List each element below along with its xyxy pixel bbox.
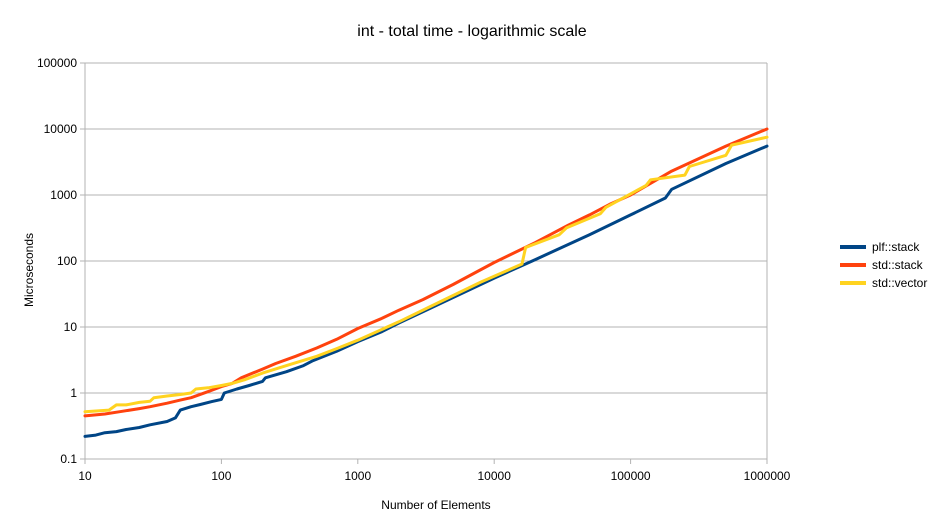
- legend-label: plf::stack: [872, 240, 920, 254]
- series-lines: [83, 127, 769, 438]
- y-tick-label: 1000: [50, 188, 77, 202]
- x-tick-label: 10: [78, 469, 92, 483]
- legend-label: std::vector: [872, 276, 927, 290]
- y-tick-label: 100000: [37, 56, 77, 70]
- y-axis-ticks: 0.1 1 10 100 1000 10000 100000: [37, 56, 85, 466]
- gridlines: [85, 62, 767, 460]
- series-line-std-stack: [83, 127, 769, 418]
- x-tick-label: 1000: [344, 469, 371, 483]
- x-axis-label: Number of Elements: [381, 498, 490, 512]
- x-tick-label: 100000: [611, 469, 651, 483]
- x-tick-label: 100: [211, 469, 231, 483]
- y-tick-label: 0.1: [60, 452, 77, 466]
- chart-title: int - total time - logarithmic scale: [357, 23, 587, 40]
- y-axis-label: Microseconds: [22, 233, 36, 307]
- legend-label: std::stack: [872, 258, 924, 272]
- y-tick-label: 10000: [44, 122, 78, 136]
- y-tick-label: 100: [57, 254, 77, 268]
- series-line-plf-stack: [83, 144, 769, 438]
- x-tick-label: 1000000: [744, 469, 791, 483]
- y-tick-label: 1: [70, 386, 77, 400]
- series-line-std-vector: [83, 135, 769, 414]
- y-tick-label: 10: [64, 320, 78, 334]
- x-axis-ticks: 10 100 1000 10000 100000 1000000: [78, 459, 791, 483]
- x-tick-label: 10000: [478, 469, 512, 483]
